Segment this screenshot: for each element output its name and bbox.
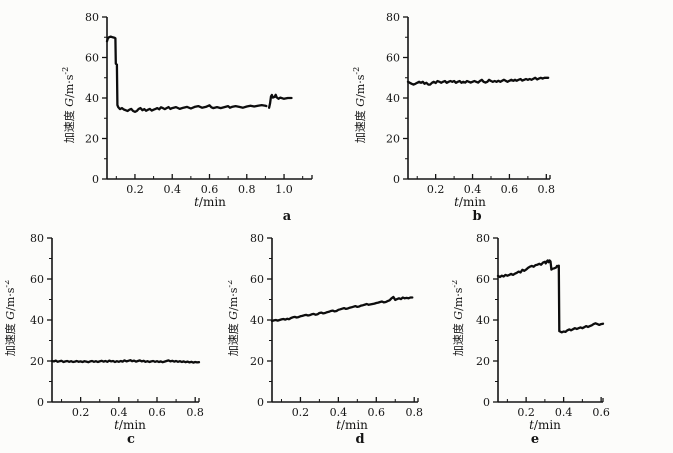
x-tick-label: 0.8: [186, 406, 204, 419]
y-axis-label: 加速度 G/m·s-2: [5, 280, 17, 356]
y-tick-label: 40: [386, 92, 400, 105]
figure-panel-c: 0.2 0.4 0.6 0.8 0 20 40 60 80 t/min 加速度 G/m·s-2 c: [5, 230, 235, 450]
x-tick-label: 0.6: [148, 406, 166, 419]
y-tick-label: 60: [85, 52, 99, 65]
y-tick-label: 40: [30, 314, 44, 327]
x-axis-label: t/min: [454, 195, 486, 209]
y-tick-label: 40: [250, 314, 264, 327]
y-axis-label: 加速度 G/m·s-2: [452, 280, 465, 356]
y-axis-label: 加速度 G/m·s-2: [61, 67, 76, 143]
x-tick-label: 0.2: [72, 406, 90, 419]
figure-panel-e: 0.2 0.4 0.6 0 20 40 60 80 t/min 加速度 G/m·s-2 e: [452, 230, 673, 450]
y-tick-label: 20: [85, 133, 99, 146]
figure-panel-b: 0.2 0.4 0.6 0.8 0 20 40 60 80 t/min 加速度 G/m·s-2 b: [352, 5, 592, 220]
x-tick-label: 0.2: [126, 183, 144, 196]
series-line: [406, 76, 550, 86]
y-tick-label: 20: [30, 355, 44, 368]
series-line: [496, 259, 605, 334]
y-tick-label: 80: [250, 232, 264, 245]
figure-panel-d: 0.2 0.4 0.6 0.8 0 20 40 60 80 t/min 加速度 G/m·s-2 d: [228, 230, 458, 450]
y-tick-label: 20: [386, 133, 400, 146]
x-tick-label: 0.6: [501, 183, 519, 196]
panel-caption: c: [127, 432, 135, 447]
y-tick-label: 80: [386, 11, 400, 24]
y-tick-label: 40: [476, 314, 490, 327]
y-tick-label: 60: [250, 273, 264, 286]
x-tick-label: 0.6: [592, 406, 610, 419]
y-tick-label: 0: [37, 396, 44, 409]
chart-b-canvas: 0.2 0.4 0.6 0.8 0 20 40 60 80 t/min 加速度 G/m·s-2 b: [352, 11, 556, 220]
x-tick-label: 0.4: [110, 406, 128, 419]
y-tick-label: 0: [393, 173, 400, 186]
chart-c-canvas: 0.2 0.4 0.6 0.8 0 20 40 60 80 t/min 加速度 G/m·s-2 c: [5, 232, 204, 447]
series-line: [105, 35, 293, 113]
panel-caption: d: [355, 432, 364, 447]
x-tick-label: 0.8: [238, 183, 256, 196]
chart-d-canvas: 0.2 0.4 0.6 0.8 0 20 40 60 80 t/min 加速度 G/m·s-2 d: [228, 232, 423, 447]
y-tick-label: 60: [30, 273, 44, 286]
x-tick-label: 0.6: [201, 183, 219, 196]
y-tick-label: 0: [257, 396, 264, 409]
series-line: [50, 359, 201, 364]
panel-caption: b: [472, 209, 481, 220]
x-axis-label: t/min: [114, 418, 146, 432]
y-axis-label: 加速度 G/m·s-2: [228, 280, 240, 356]
series-line: [270, 295, 414, 323]
x-tick-label: 0.2: [517, 406, 535, 419]
y-tick-label: 60: [476, 273, 490, 286]
y-tick-label: 0: [483, 396, 490, 409]
y-tick-label: 80: [476, 232, 490, 245]
y-tick-label: 20: [476, 355, 490, 368]
x-tick-label: 0.4: [464, 183, 482, 196]
y-tick-label: 0: [92, 173, 99, 186]
y-axis-label: 加速度 G/m·s-2: [352, 67, 367, 143]
chart-e-canvas: 0.2 0.4 0.6 0 20 40 60 80 t/min 加速度 G/m·s-2 e: [452, 232, 610, 447]
figure-panel-a: 0.2 0.4 0.6 0.8 1.0 0 20 40 60 80 t/min 加速度 G/m·s-2…: [60, 5, 340, 220]
panel-caption: a: [283, 209, 292, 220]
x-tick-label: 0.4: [555, 406, 573, 419]
x-axis-label: t/min: [194, 195, 226, 209]
x-tick-label: 0.2: [427, 183, 445, 196]
y-tick-label: 60: [386, 52, 400, 65]
x-tick-label: 0.2: [292, 406, 310, 419]
x-tick-label: 0.8: [538, 183, 556, 196]
panel-caption: e: [531, 432, 539, 447]
y-tick-label: 40: [85, 92, 99, 105]
x-tick-label: 0.6: [368, 406, 386, 419]
x-tick-label: 0.8: [405, 406, 423, 419]
x-tick-label: 1.0: [275, 183, 293, 196]
y-tick-label: 80: [30, 232, 44, 245]
x-tick-label: 0.4: [330, 406, 348, 419]
y-tick-label: 20: [250, 355, 264, 368]
chart-a-canvas: 0.2 0.4 0.6 0.8 1.0 0 20 40 60 80 t/min 加速度 G/m·s-2…: [61, 11, 313, 220]
x-axis-label: t/min: [336, 418, 368, 432]
x-axis-label: t/min: [529, 418, 561, 432]
y-tick-label: 80: [85, 11, 99, 24]
x-tick-label: 0.4: [163, 183, 181, 196]
